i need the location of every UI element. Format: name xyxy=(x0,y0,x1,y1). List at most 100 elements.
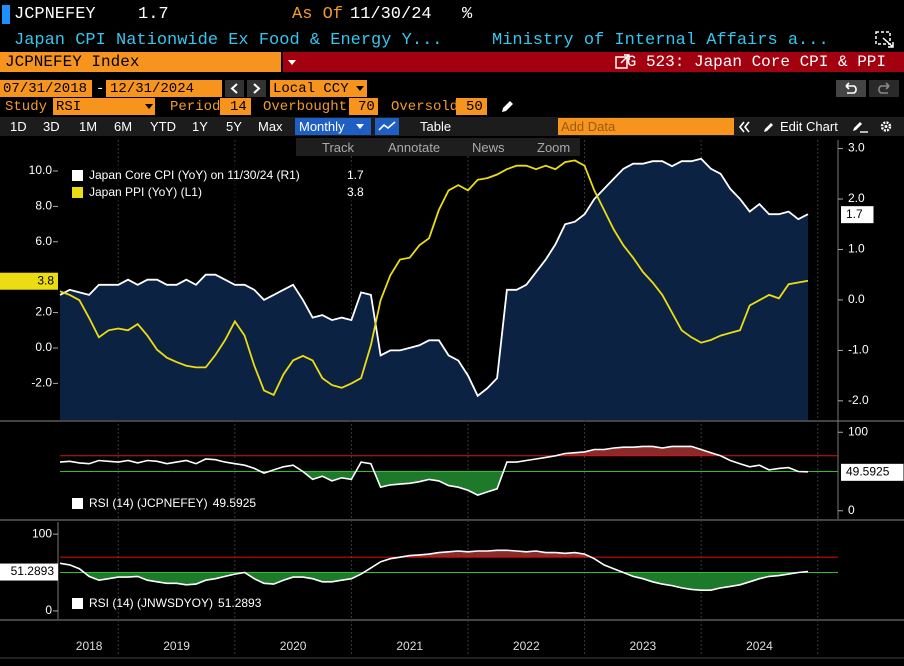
overbought-label: Overbought xyxy=(263,99,348,115)
tool-button[interactable]: Annotate xyxy=(388,140,441,155)
tool-button[interactable]: Track xyxy=(322,140,355,155)
chart-name-bar xyxy=(283,52,904,72)
legend-swatch xyxy=(72,170,83,181)
x-tick-label: 2018 xyxy=(76,639,103,653)
rsi-line xyxy=(59,549,809,591)
legend-label: Japan Core CPI (YoY) on 11/30/24 (R1) xyxy=(89,168,300,182)
y-tick-label: 100 xyxy=(32,526,52,540)
period-button[interactable]: 5Y xyxy=(226,119,242,134)
y-tick-label: 100 xyxy=(848,424,868,438)
tool-button[interactable]: News xyxy=(472,140,505,155)
last-value-tag xyxy=(0,272,58,290)
last-value-label: 1.7 xyxy=(846,207,863,221)
overbought-area xyxy=(60,446,808,456)
table-button[interactable]: Table xyxy=(420,119,452,134)
y-tick-label: 0.0 xyxy=(35,340,52,354)
y-tick-label: 0 xyxy=(848,503,855,517)
last-value: 1.7 xyxy=(138,5,169,24)
legend-value: 51.2893 xyxy=(218,596,262,610)
last-value-label: 3.8 xyxy=(37,273,54,287)
x-tick-label: 2020 xyxy=(280,639,307,653)
x-tick-label: 2021 xyxy=(396,639,423,653)
range-arrows[interactable] xyxy=(225,80,267,97)
oversold-area xyxy=(84,572,799,591)
period: 14 xyxy=(230,99,247,115)
y-tick-label: 3.0 xyxy=(848,141,865,155)
legend-label: RSI (14) (JNWSDYOY) xyxy=(89,596,213,610)
period-button[interactable]: 1M xyxy=(79,119,98,134)
x-tick-label: 2019 xyxy=(163,639,190,653)
dropdown-icon[interactable] xyxy=(288,60,296,65)
overbought-field[interactable] xyxy=(349,98,378,115)
y-tick-label: 8.0 xyxy=(35,199,52,213)
study-label: Study xyxy=(5,99,48,115)
legend-background xyxy=(66,163,372,203)
last-value-label: 49.5925 xyxy=(846,465,890,479)
chart-style-icon[interactable] xyxy=(375,118,399,135)
dropdown-icon[interactable] xyxy=(145,104,153,109)
export-icon[interactable] xyxy=(874,30,896,50)
period-button[interactable]: 3D xyxy=(43,119,60,134)
add-data: Add Data xyxy=(561,119,616,134)
start-date: 07/31/2018 xyxy=(3,81,88,97)
study-field[interactable] xyxy=(53,98,155,115)
tool-button[interactable]: Zoom xyxy=(537,140,571,155)
frequency: Monthly xyxy=(299,119,345,134)
frequency-field[interactable] xyxy=(295,118,371,135)
period-button[interactable]: 1Y xyxy=(192,119,208,134)
launch-icon[interactable] xyxy=(614,54,632,70)
ticker-marker xyxy=(2,5,10,24)
oversold-area xyxy=(260,471,808,496)
y-tick-label: 1.0 xyxy=(848,242,865,256)
add-data-field[interactable] xyxy=(558,118,734,135)
edit-chart-button[interactable]: Edit Chart xyxy=(780,119,838,134)
overbought: 70 xyxy=(358,99,375,115)
period-button[interactable]: 6M xyxy=(114,119,133,134)
x-tick-label: 2023 xyxy=(630,639,657,653)
start-date-field[interactable] xyxy=(0,80,92,97)
unit: % xyxy=(462,5,473,24)
series-area xyxy=(60,158,808,420)
legend-swatch xyxy=(72,498,83,509)
legend-value: 3.8 xyxy=(347,185,364,199)
legend-value: 1.7 xyxy=(347,168,364,182)
edit-study-icon[interactable] xyxy=(499,99,515,115)
last-value-tag xyxy=(841,463,904,481)
y-tick-label: -2.0 xyxy=(848,393,869,407)
dropdown-icon[interactable] xyxy=(356,86,364,91)
period-button[interactable]: 1D xyxy=(10,119,27,134)
period-button[interactable]: Max xyxy=(258,119,283,134)
rsi-line xyxy=(59,445,809,496)
y-tick-label: 0 xyxy=(45,603,52,617)
tools-bar xyxy=(296,138,580,156)
currency-field[interactable] xyxy=(270,80,367,97)
oversold-field[interactable] xyxy=(456,98,487,115)
x-tick-label: 2022 xyxy=(513,639,540,653)
end-date-field[interactable] xyxy=(106,80,222,97)
last-value-tag xyxy=(0,563,58,581)
currency: Local CCY xyxy=(273,81,349,97)
series-line xyxy=(59,157,809,398)
legend-label: Japan PPI (YoY) (L1) xyxy=(89,185,202,199)
ticker: JCPNEFEY xyxy=(14,5,96,24)
legend-value: 49.5925 xyxy=(213,496,257,510)
collapse-icon[interactable] xyxy=(738,119,778,135)
security-field[interactable] xyxy=(0,52,281,72)
period-label: Period xyxy=(170,99,221,115)
description: Japan CPI Nationwide Ex Food & Energy Y.… xyxy=(14,31,443,50)
y-tick-label: -1.0 xyxy=(848,343,869,357)
legend-swatch xyxy=(72,598,83,609)
undo-redo[interactable] xyxy=(836,80,900,97)
legend: RSI (14) (JNWSDYOY) 51.2893 xyxy=(89,596,262,610)
series-line xyxy=(59,159,809,397)
dropdown-icon[interactable] xyxy=(356,124,364,129)
period-button[interactable]: YTD xyxy=(150,119,176,134)
y-tick-label: 2.0 xyxy=(848,191,865,205)
settings-icons[interactable] xyxy=(850,118,900,135)
period-field[interactable] xyxy=(220,98,251,115)
study-name: RSI xyxy=(56,99,82,115)
oversold: 50 xyxy=(466,99,483,115)
y-tick-label: 2.0 xyxy=(35,305,52,319)
